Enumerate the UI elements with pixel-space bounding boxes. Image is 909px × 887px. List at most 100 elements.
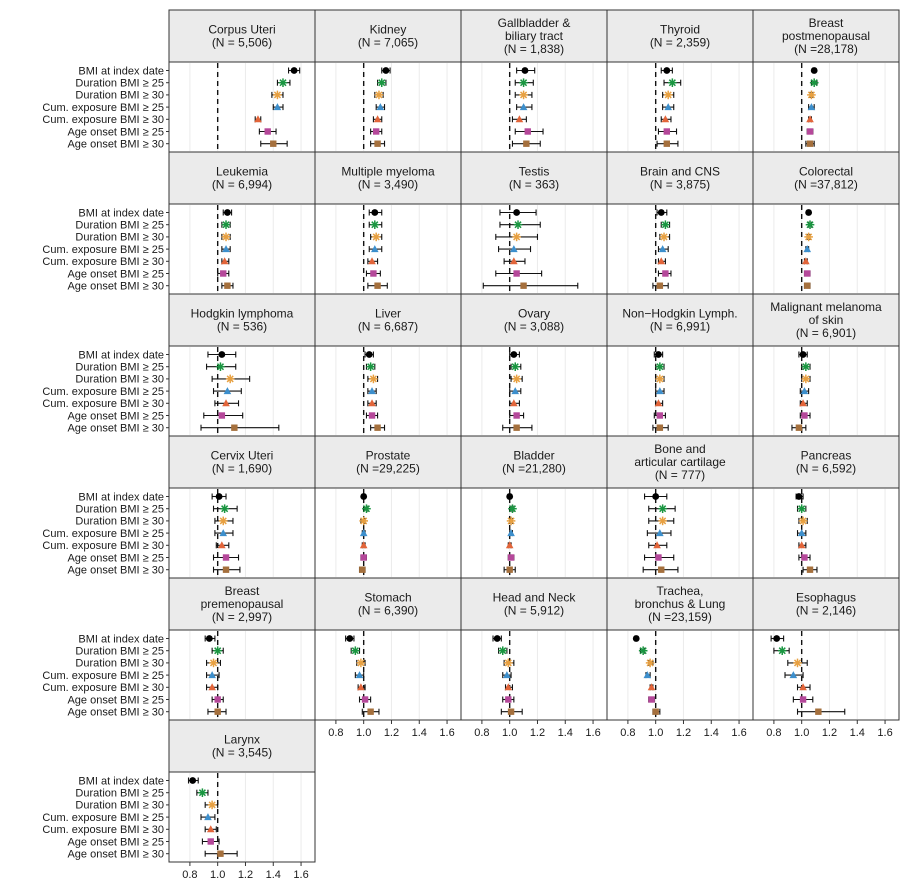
- point-estimate: [638, 646, 648, 655]
- facet-title: (N = 3,088): [504, 320, 564, 334]
- row-label: BMI at index date: [78, 775, 164, 787]
- point-estimate: [208, 671, 216, 679]
- point-estimate: [655, 554, 662, 561]
- point-estimate: [382, 67, 390, 74]
- point-estimate: [801, 554, 808, 561]
- x-tick-label: 1.2: [530, 727, 545, 739]
- point-estimate: [361, 696, 369, 703]
- point-estimate: [213, 646, 222, 655]
- facet-panel: Testis(N = 363): [460, 151, 608, 295]
- facet-title: (N = 1,690): [212, 462, 272, 476]
- point-estimate: [798, 516, 808, 526]
- point-estimate: [367, 708, 374, 715]
- point-estimate: [214, 696, 221, 703]
- point-estimate: [652, 708, 659, 715]
- point-estimate: [506, 566, 513, 573]
- point-estimate: [513, 209, 521, 216]
- x-tick-label: 1.0: [502, 727, 517, 739]
- x-tick-label: 1.2: [822, 727, 837, 739]
- plot-area: [752, 345, 900, 437]
- point-estimate: [218, 516, 228, 526]
- point-estimate: [374, 140, 381, 147]
- point-estimate: [231, 424, 238, 431]
- point-estimate: [801, 362, 811, 371]
- point-estimate: [270, 140, 277, 147]
- facet-title: Non−Hodgkin Lymph.: [622, 307, 737, 321]
- point-estimate: [224, 209, 231, 216]
- point-estimate: [519, 103, 528, 111]
- row-label: BMI at index date: [78, 349, 164, 361]
- point-estimate: [373, 115, 382, 123]
- facet-title: Thyroid: [660, 23, 700, 37]
- point-estimate: [661, 220, 670, 229]
- point-estimate: [351, 646, 360, 655]
- point-estimate: [362, 504, 371, 513]
- facet-title: (N = 6,901): [796, 326, 856, 340]
- point-estimate: [524, 128, 531, 135]
- row-label: Age onset BMI ≥ 30: [67, 423, 164, 435]
- facet-strip: [752, 151, 900, 205]
- point-estimate: [795, 424, 803, 431]
- point-estimate: [346, 635, 354, 642]
- row-label: Cum. exposure BMI ≥ 30: [42, 256, 164, 268]
- plot-area: [606, 203, 754, 295]
- point-estimate: [777, 646, 787, 655]
- point-estimate: [366, 362, 375, 371]
- facet-title: (N =29,225): [356, 462, 420, 476]
- plot-area: [460, 345, 608, 437]
- point-estimate: [805, 209, 813, 216]
- point-estimate: [360, 493, 368, 500]
- x-tick-label: 1.4: [850, 727, 865, 739]
- point-estimate: [799, 683, 807, 691]
- facet-panel: Trachea,bronchus & Lung(N =23,159) 0.8 1.0…: [606, 577, 754, 739]
- point-estimate: [359, 541, 368, 549]
- facet-panel: Gallbladder &biliary tract(N = 1,838): [460, 9, 608, 153]
- row-label: Duration BMI ≥ 25: [75, 220, 164, 232]
- point-estimate: [658, 566, 665, 573]
- point-estimate: [799, 351, 807, 358]
- facet-title: Bladder: [513, 449, 554, 463]
- facet-title: (N =37,812): [794, 178, 858, 192]
- facet-strip: [168, 577, 316, 631]
- point-estimate: [204, 813, 212, 821]
- point-estimate: [221, 232, 231, 242]
- facet-title: Head and Neck: [493, 591, 577, 605]
- point-estimate: [218, 412, 226, 419]
- facet-strip: [314, 9, 462, 63]
- point-estimate: [793, 658, 802, 668]
- point-estimate: [520, 282, 527, 289]
- plot-area: [460, 487, 608, 579]
- row-label: Duration BMI ≥ 30: [75, 232, 164, 244]
- facet-title: (N = 6,592): [796, 462, 856, 476]
- facet-panel: Brain and CNS(N = 3,875): [606, 151, 754, 295]
- point-estimate: [505, 696, 512, 703]
- point-estimate: [208, 683, 216, 691]
- facet-title: Ovary: [518, 307, 550, 321]
- x-tick-label: 0.8: [766, 727, 781, 739]
- point-estimate: [507, 554, 515, 561]
- facet-panel: Prostate(N =29,225): [314, 435, 462, 579]
- row-label: Cum. exposure BMI ≥ 30: [42, 398, 164, 410]
- point-estimate: [658, 516, 667, 526]
- point-estimate: [513, 412, 520, 419]
- plot-area: [752, 487, 900, 579]
- point-estimate: [656, 412, 664, 419]
- point-estimate: [506, 516, 516, 526]
- facet-title: biliary tract: [505, 29, 564, 43]
- plot-area: [168, 61, 316, 153]
- facet-title: articular cartilage: [634, 455, 726, 469]
- facet-title: Pancreas: [801, 449, 852, 463]
- facet-title: Larynx: [224, 733, 260, 747]
- facet-panel: Pancreas(N = 6,592): [752, 435, 900, 579]
- point-estimate: [804, 232, 813, 242]
- facet-title: (N = 6,390): [358, 604, 418, 618]
- point-estimate: [221, 220, 231, 229]
- row-label: Cum. exposure BMI ≥ 25: [42, 244, 164, 256]
- point-estimate: [216, 362, 225, 371]
- point-estimate: [657, 209, 665, 216]
- facet-title: Liver: [375, 307, 401, 321]
- plot-area: [752, 61, 900, 153]
- point-estimate: [278, 78, 288, 87]
- point-estimate: [225, 374, 235, 384]
